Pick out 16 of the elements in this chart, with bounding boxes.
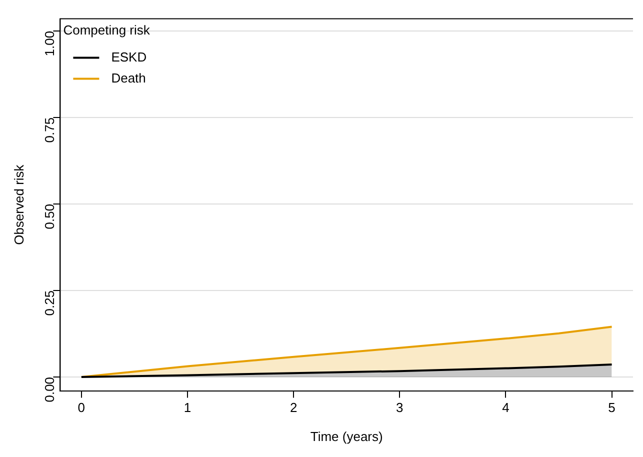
- x-tick-label: 1: [184, 400, 192, 416]
- y-tick-label: 0.25: [42, 290, 57, 316]
- y-axis-title: Observed risk: [11, 164, 26, 245]
- legend-title: Competing risk: [63, 22, 150, 38]
- x-axis-title: Time (years): [310, 428, 383, 444]
- x-tick-label: 3: [396, 400, 404, 416]
- y-tick-label: 0.00: [42, 376, 57, 402]
- legend-label: Death: [111, 70, 146, 86]
- x-tick-label: 4: [502, 400, 510, 416]
- x-tick-label: 2: [290, 400, 298, 416]
- y-tick-label: 1.00: [42, 30, 57, 56]
- x-tick-label: 0: [78, 400, 86, 416]
- y-tick-label: 0.75: [42, 117, 57, 143]
- y-tick-label: 0.50: [42, 204, 57, 230]
- legend-label: ESKD: [111, 49, 147, 64]
- x-tick-label: 5: [608, 400, 616, 416]
